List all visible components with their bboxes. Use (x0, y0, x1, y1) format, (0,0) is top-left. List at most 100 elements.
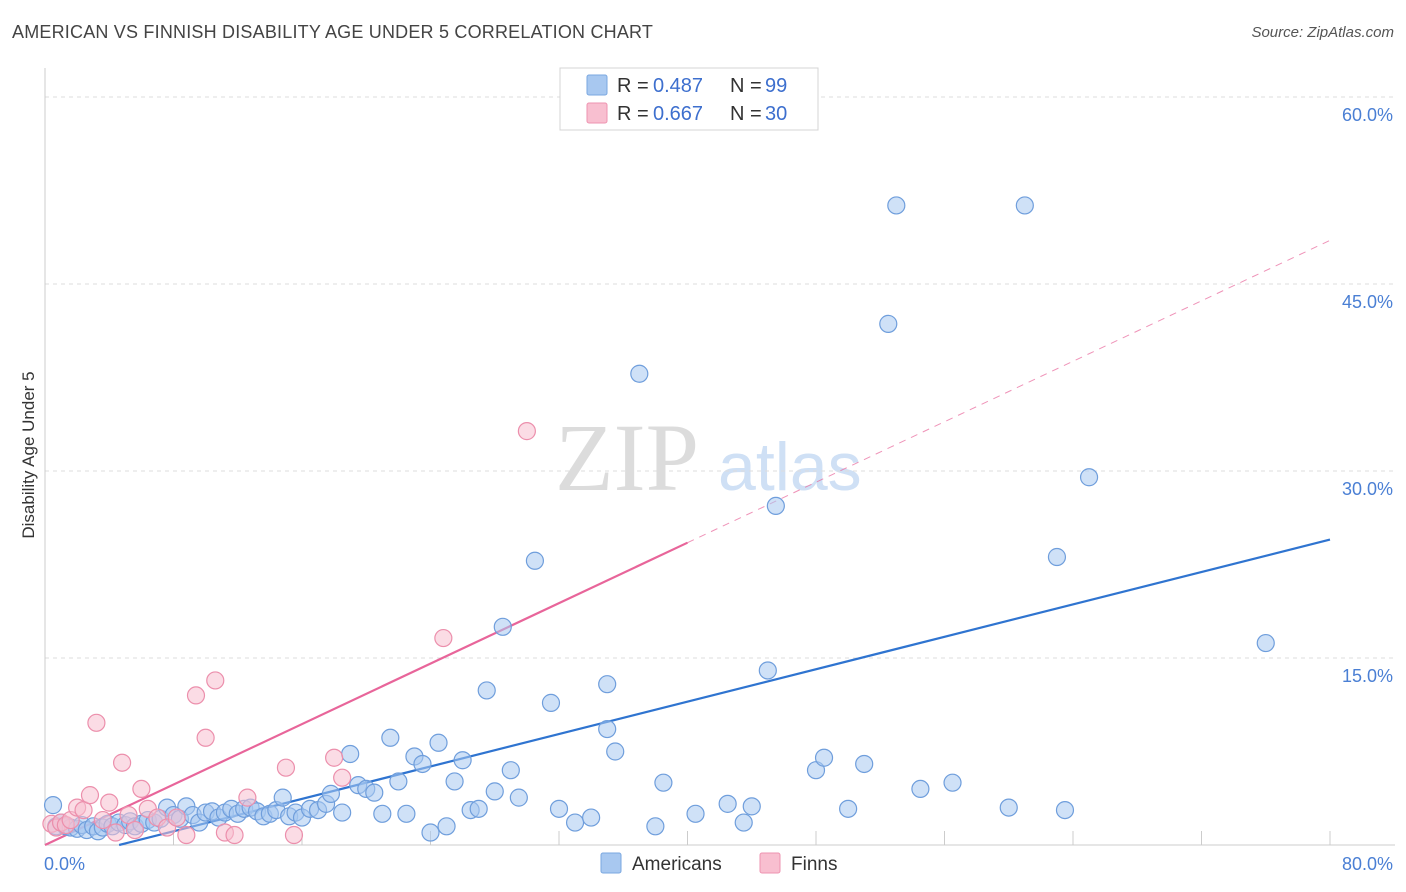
americans-point (477, 681, 496, 700)
bottom-legend-swatch-finns (759, 852, 781, 874)
americans-point (445, 772, 464, 791)
americans-point (1055, 800, 1075, 820)
legend-n-label-2: N = (730, 103, 762, 125)
legend-box: R = 0.487 N = 99 R = 0.667 N = 30 (559, 67, 819, 131)
legend-r-finns: 0.667 (653, 103, 703, 125)
americans-point (389, 772, 408, 791)
americans-point (565, 813, 585, 832)
americans-point (742, 797, 761, 816)
americans-point (397, 804, 416, 823)
americans-point (686, 804, 705, 823)
americans-point (421, 823, 440, 842)
americans-point (630, 364, 649, 383)
americans-point (606, 742, 625, 761)
finns-point (177, 825, 196, 845)
x-tick-max: 80.0% (1342, 854, 1393, 874)
finns-point (325, 748, 344, 767)
americans-point (855, 754, 874, 774)
legend-n-finns: 30 (765, 103, 787, 125)
finns-trend-line (44, 541, 688, 846)
americans-trend-line (118, 538, 1331, 847)
finns-point (100, 793, 119, 812)
y-axis-label: Disability Age Under 5 (19, 371, 38, 538)
finns-point (238, 788, 257, 807)
legend-n-label-1: N = (730, 75, 762, 97)
finns-point (132, 779, 151, 799)
bottom-legend-swatch-americans (600, 852, 622, 874)
americans-point (485, 782, 504, 801)
legend-r-americans: 0.487 (653, 75, 703, 97)
americans-point (373, 804, 392, 823)
americans-point (943, 773, 962, 792)
finns-point (74, 800, 93, 820)
finns-point (119, 805, 138, 825)
bottom-legend-americans: Americans (632, 854, 722, 875)
finns-point (284, 825, 304, 845)
finns-point (333, 768, 352, 787)
americans-point (598, 675, 617, 694)
finns-point (167, 808, 186, 827)
americans-point (365, 783, 384, 802)
americans-point (911, 779, 930, 799)
americans-point (839, 799, 858, 818)
axes: 15.0% 30.0% 45.0% 60.0% (44, 68, 1395, 846)
americans-point (582, 808, 601, 827)
finns-point (93, 810, 112, 830)
americans-point (437, 817, 456, 836)
finns-trend-line-extension (687, 239, 1331, 544)
americans-point (469, 799, 488, 818)
finns-point (112, 753, 132, 772)
finns-point (206, 671, 225, 690)
americans-point (413, 754, 432, 774)
finns-point (125, 820, 145, 840)
americans-point (429, 733, 448, 752)
americans-point (999, 798, 1018, 817)
finns-point (225, 825, 244, 845)
americans-point (541, 693, 561, 712)
americans-point (887, 196, 906, 215)
americans-point (525, 551, 545, 570)
finns-point (517, 422, 536, 441)
americans-point (1079, 468, 1099, 487)
americans-point (646, 817, 665, 836)
americans-point (381, 728, 400, 747)
americans-point (598, 719, 617, 739)
americans-point (43, 796, 63, 815)
watermark-atlas: atlas (718, 429, 862, 505)
finns-point (196, 728, 215, 747)
bottom-legend: Americans Finns (600, 852, 837, 875)
y-tick-label: 15.0% (1342, 666, 1393, 686)
americans-point (1256, 633, 1275, 653)
y-tick-label: 30.0% (1342, 479, 1393, 499)
finns-point (87, 713, 106, 732)
source-label: Source: ZipAtlas.com (1251, 24, 1394, 41)
americans-point (321, 784, 341, 803)
finns-point (80, 786, 100, 805)
americans-point (501, 761, 520, 780)
legend-swatch-americans (586, 74, 608, 96)
americans-point (549, 799, 569, 818)
legend-r-label-1: R = (617, 75, 649, 97)
data-points (42, 196, 1275, 845)
trend-lines (44, 239, 1331, 847)
americans-point (654, 773, 673, 792)
americans-point (333, 803, 352, 822)
americans-point (341, 744, 360, 764)
legend-n-americans: 99 (765, 75, 787, 97)
americans-point (734, 813, 753, 832)
americans-point (718, 794, 737, 813)
y-tick-label: 60.0% (1342, 105, 1393, 125)
x-tick-min: 0.0% (44, 854, 85, 874)
y-tick-label: 45.0% (1342, 292, 1393, 312)
finns-point (186, 686, 206, 705)
americans-point (1015, 196, 1034, 215)
americans-point (758, 661, 777, 680)
americans-point (509, 788, 528, 807)
americans-point (879, 314, 898, 333)
legend-swatch-finns (586, 102, 608, 124)
americans-point (493, 617, 512, 636)
americans-point (814, 748, 834, 767)
bottom-legend-finns: Finns (791, 854, 837, 875)
watermark-zip: ZIP (555, 404, 699, 511)
